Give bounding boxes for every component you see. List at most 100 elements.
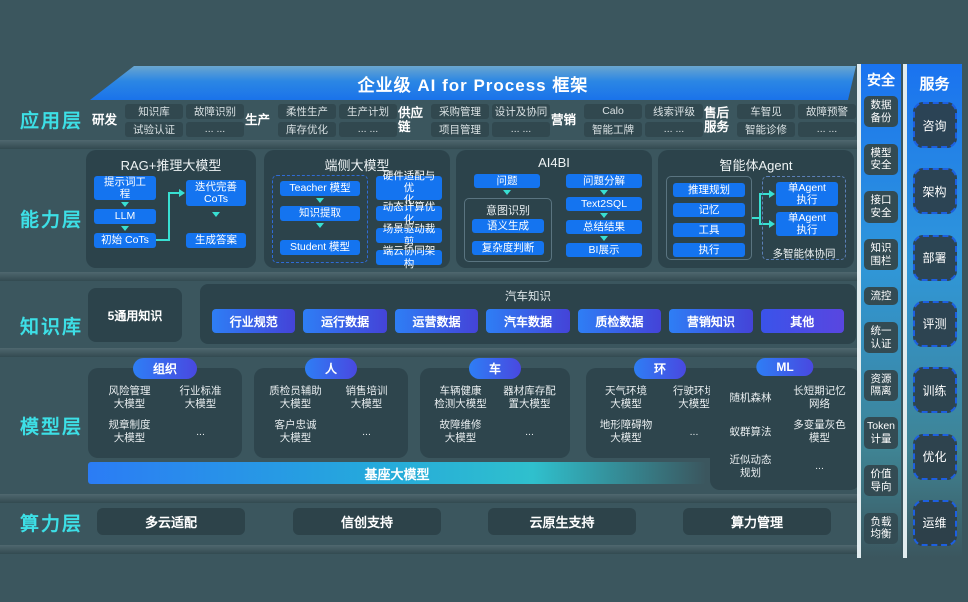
node-scene-prune: 场景驱动裁剪	[376, 223, 442, 248]
security-item: 流控	[864, 286, 898, 306]
security-column-title: 安全	[867, 72, 895, 88]
node-semantic-gen: 语义生成	[472, 219, 544, 233]
model-item: 地形障碍物 大模型	[599, 419, 653, 445]
service-item: 运维	[912, 499, 957, 546]
panel-edge-model: 端侧大模型 Teacher 模型 知识提取 Student 模型 硬件适配与优 …	[264, 150, 450, 270]
node-hw-adapt: 硬件适配与优 化	[376, 170, 442, 206]
node-complexity-judge: 复杂度判断	[472, 241, 544, 255]
model-item: ...	[689, 425, 699, 438]
connector-line	[156, 239, 168, 241]
app-chip: 故障预警	[798, 103, 856, 119]
node-question: 问题	[474, 174, 540, 188]
model-card-pill: 人	[304, 358, 358, 379]
model-card-pill: 车	[468, 358, 522, 379]
security-item: 价值 导向	[864, 465, 898, 497]
model-item: ...	[362, 425, 371, 438]
app-group-rd: 研发 知识库 故障识别 试验认证 ... ...	[92, 103, 244, 137]
node-bi-display: BI展示	[566, 243, 642, 257]
security-item: 负载 均衡	[864, 512, 898, 544]
node-execute: 执行	[673, 243, 745, 257]
arrow-down-icon	[121, 202, 129, 207]
model-item: 销售培训 大模型	[345, 385, 388, 411]
node-reason-plan: 推理规划	[673, 183, 745, 197]
security-item-list: 数据 备份 模型 安全 接口 安全 知识 围栏 流控 统一 认证 资源 隔离 T…	[864, 90, 898, 558]
app-chip: ... ...	[339, 121, 397, 137]
app-group-label: 营销	[551, 112, 577, 127]
security-item: 统一 认证	[864, 321, 898, 354]
app-chip: 智能诊修	[737, 121, 795, 137]
node-teacher-model: Teacher 模型	[280, 181, 360, 196]
connector-line	[759, 193, 770, 195]
node-knowledge-extract: 知识提取	[280, 206, 360, 221]
node-memory: 记忆	[673, 203, 745, 217]
security-item: 接口 安全	[864, 191, 898, 223]
panel-rag: RAG+推理大模型 提示词工 程 LLM 初始 CoTs 迭代完善 CoTs 生…	[86, 150, 256, 268]
layer-divider	[0, 140, 860, 149]
model-card-people: 人 质检员辅助 大模型 销售培训 大模型 客户忠诚 大模型 ...	[254, 358, 408, 458]
arrow-down-icon	[600, 213, 608, 218]
app-chip: 设计及协同	[492, 103, 550, 119]
panel-title: 智能体Agent	[719, 158, 793, 173]
agent-modules-group: 推理规划 记忆 工具 执行	[666, 176, 752, 260]
node-single-agent-1: 单Agent 执行	[776, 182, 838, 206]
general-knowledge-box: 5通用知识	[88, 288, 182, 342]
knowledge-chip: 运营数据	[394, 309, 479, 333]
arrow-right-icon	[769, 190, 775, 198]
app-chip: 车智见	[737, 103, 795, 119]
model-card-organization: 组织 风险管理 大模型 行业标准 大模型 规章制度 大模型 ...	[88, 358, 242, 458]
model-item: ...	[815, 460, 824, 473]
layer-divider	[0, 494, 860, 503]
panel-title: AI4BI	[538, 155, 570, 170]
title-banner: 企业级 AI for Process 框架	[90, 66, 856, 100]
security-item: Token 计量	[864, 417, 898, 449]
security-item: 模型 安全	[864, 143, 898, 175]
application-layer-row: 研发 知识库 故障识别 试验认证 ... ... 生产 柔性生产 生产计划 库存…	[92, 100, 856, 140]
service-item: 咨询	[912, 102, 957, 148]
model-item: 质检员辅助 大模型	[269, 385, 322, 411]
compute-management: 算力管理	[683, 508, 831, 535]
panel-title: RAG+推理大模型	[120, 158, 222, 173]
app-group-label: 研发	[92, 112, 118, 127]
app-group-label: 售后 服务	[704, 105, 730, 134]
connector-line	[759, 223, 770, 225]
auto-knowledge-box: 汽车知识 行业规范 运行数据 运营数据 汽车数据 质检数据 营销知识 其他	[200, 284, 856, 344]
knowledge-chip: 汽车数据	[486, 309, 570, 333]
app-chip: 线索评级	[645, 103, 703, 119]
model-card-pill: 环	[633, 358, 687, 379]
arrow-down-icon	[121, 226, 129, 231]
connector-line	[168, 192, 180, 194]
connector-line	[759, 193, 761, 225]
layer-divider	[0, 348, 860, 357]
app-group-aftersales: 售后 服务 车智见 故障预警 智能诊修 ... ...	[704, 103, 856, 137]
service-column-title: 服务	[919, 76, 950, 93]
node-dynamic-compute: 动态计算优化	[376, 201, 442, 226]
node-single-agent-2: 单Agent 执行	[776, 212, 838, 236]
app-chip: 库存优化	[278, 121, 336, 137]
model-item: 多变量灰色 模型	[793, 419, 846, 445]
layer-label-model: 模型层	[20, 417, 84, 438]
node-tools: 工具	[673, 223, 745, 237]
node-text2sql: Text2SQL	[566, 197, 642, 211]
node-question-decompose: 问题分解	[566, 174, 642, 188]
intent-group: 意图识别 语义生成 复杂度判断	[464, 198, 552, 262]
app-chip: 采购管理	[431, 103, 489, 119]
layer-divider	[0, 272, 860, 281]
arrow-down-icon	[316, 223, 324, 228]
app-chip: Calo	[584, 103, 642, 119]
app-chip-grid: 柔性生产 生产计划 库存优化 ... ...	[278, 103, 397, 137]
model-card-environment: 环 天气环境 大模型 行驶环境 大模型 地形障碍物 大模型 ...	[586, 358, 734, 458]
model-item: 客户忠诚 大模型	[274, 419, 317, 445]
service-column: 服务 咨询 架构 部署 评测 训练 优化 运维	[907, 64, 962, 558]
node-cloud-edge-arch: 端云协同架构	[376, 245, 442, 270]
service-item-list: 咨询 架构 部署 评测 训练 优化 运维	[912, 94, 957, 558]
model-item: 行业标准 大模型	[179, 385, 222, 411]
app-chip: 项目管理	[431, 121, 489, 137]
app-group-supplychain: 供应 链 采购管理 设计及协同 项目管理 ... ...	[398, 103, 550, 137]
model-item: 器材库存配 置大模型	[503, 385, 556, 411]
app-chip-grid: 知识库 故障识别 试验认证 ... ...	[125, 103, 244, 137]
model-card-pill: 组织	[132, 358, 198, 379]
distill-group	[272, 175, 368, 263]
app-chip: 知识库	[125, 103, 183, 119]
intent-group-title: 意图识别	[486, 205, 530, 217]
